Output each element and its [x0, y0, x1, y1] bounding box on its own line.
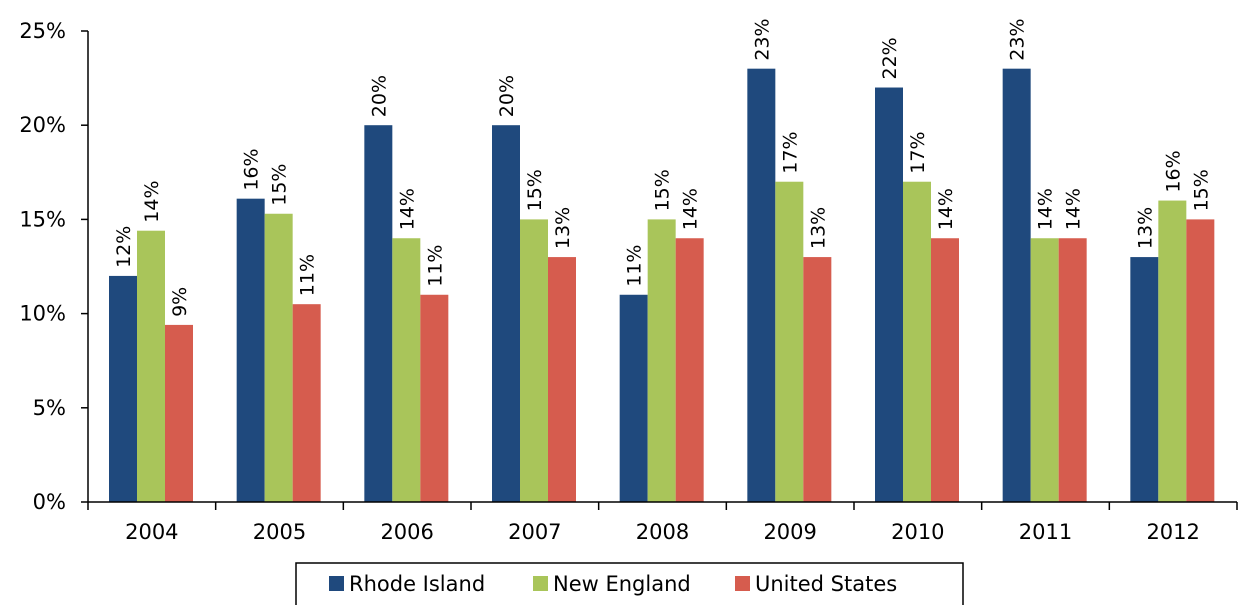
y-tick-label: 20% — [19, 113, 66, 137]
bar-united-states-2009 — [803, 257, 832, 502]
legend-label: New England — [553, 572, 691, 596]
data-label: 14% — [1063, 188, 1085, 230]
bar-united-states-2008 — [675, 238, 704, 503]
legend-box — [295, 562, 964, 605]
bar-rhode-island-2009 — [747, 68, 776, 503]
bar-new-england-2011 — [1030, 238, 1059, 503]
data-label: 9% — [169, 287, 191, 317]
data-label: 15% — [652, 169, 674, 211]
x-tick-label: 2005 — [253, 520, 306, 544]
y-tick-label: 5% — [33, 396, 66, 420]
data-label: 16% — [241, 148, 263, 190]
data-label: 15% — [1190, 169, 1212, 211]
data-label: 15% — [524, 169, 546, 211]
data-label: 16% — [1162, 150, 1184, 192]
data-label: 14% — [1035, 188, 1057, 230]
y-tick-label: 0% — [33, 490, 66, 514]
x-tick-label: 2009 — [763, 520, 816, 544]
bar-united-states-2004 — [165, 324, 193, 502]
bar-new-england-2009 — [775, 181, 804, 502]
bar-new-england-2004 — [137, 230, 165, 503]
x-tick-label: 2010 — [891, 520, 944, 544]
bar-rhode-island-2011 — [1002, 68, 1031, 503]
bar-united-states-2007 — [548, 257, 576, 502]
bar-new-england-2012 — [1158, 200, 1187, 502]
bar-united-states-2011 — [1058, 238, 1087, 503]
data-label: 13% — [807, 207, 829, 249]
data-label: 22% — [879, 37, 901, 79]
bar-rhode-island-2006 — [364, 125, 393, 502]
data-label: 12% — [113, 226, 135, 268]
data-label: 11% — [624, 245, 646, 287]
data-label: 23% — [751, 18, 773, 60]
y-tick-label: 25% — [19, 19, 66, 43]
x-tick-label: 2012 — [1146, 520, 1199, 544]
bar-rhode-island-2008 — [619, 294, 648, 502]
x-tick-label: 2007 — [508, 520, 561, 544]
legend: Rhode Island New England United States — [295, 562, 964, 605]
legend-label: United States — [755, 572, 897, 596]
legend-swatch — [735, 576, 750, 591]
data-label: 11% — [297, 254, 319, 296]
bar-rhode-island-2007 — [492, 125, 520, 502]
data-label: 20% — [368, 75, 390, 117]
bar-united-states-2010 — [931, 238, 959, 503]
x-tick-label: 2006 — [380, 520, 433, 544]
data-label: 17% — [779, 131, 801, 173]
data-label: 20% — [496, 75, 518, 117]
data-label: 11% — [424, 245, 446, 287]
y-tick-label: 10% — [19, 302, 66, 326]
bar-rhode-island-2010 — [875, 87, 903, 503]
bar-united-states-2006 — [420, 294, 449, 502]
data-label: 23% — [1007, 18, 1029, 60]
bar-new-england-2005 — [264, 213, 293, 503]
legend-swatch — [329, 576, 344, 591]
data-label: 14% — [680, 188, 702, 230]
x-tick-label: 2004 — [125, 520, 178, 544]
legend-label: Rhode Island — [349, 572, 485, 596]
data-label: 14% — [141, 180, 163, 222]
bar-rhode-island-2012 — [1130, 257, 1159, 502]
y-tick-label: 15% — [19, 207, 66, 231]
bar-united-states-2012 — [1186, 219, 1215, 502]
plot-area: 12% 14% 9% 16% 15% 11% 20% 14% 11% 20% 15% 13% 11% 15… — [19, 18, 1238, 544]
data-label: 14% — [935, 188, 957, 230]
x-tick-label: 2008 — [636, 520, 689, 544]
legend-swatch — [533, 576, 548, 591]
bar-united-states-2005 — [292, 304, 321, 502]
data-label: 17% — [907, 131, 929, 173]
bar-new-england-2007 — [520, 219, 548, 502]
bar-new-england-2006 — [392, 238, 421, 503]
data-label: 14% — [396, 188, 418, 230]
data-label: 13% — [552, 207, 574, 249]
data-label: 13% — [1134, 207, 1156, 249]
x-tick-label: 2011 — [1019, 520, 1072, 544]
bar-new-england-2008 — [647, 219, 676, 502]
data-label: 15% — [269, 164, 291, 206]
bar-rhode-island-2005 — [236, 198, 265, 502]
bar-new-england-2010 — [903, 181, 931, 502]
bar-rhode-island-2004 — [109, 275, 137, 502]
